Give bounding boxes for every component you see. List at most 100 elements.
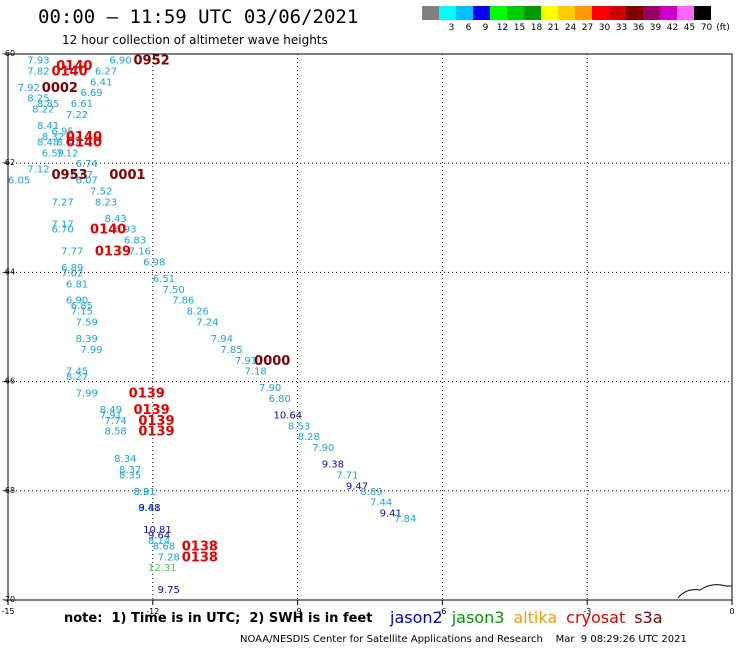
wave-height-label: 8.89 (360, 487, 382, 498)
wave-height-label: 8.22 (32, 105, 54, 116)
wave-height-label: 7.12 (56, 148, 78, 159)
legend-swatch (456, 6, 473, 20)
wave-height-label: 7.27 (51, 197, 73, 208)
wave-height-label: 6.51 (153, 274, 175, 285)
wave-height-label: 8.81 (133, 487, 155, 498)
wave-height-label: 6.67 (71, 170, 93, 181)
wave-height-label: 7.15 (71, 307, 93, 318)
legend-label: 24 (564, 23, 577, 33)
legend-swatch (473, 6, 490, 20)
wave-height-label: 8.58 (105, 427, 127, 438)
wave-height-label: 8.43 (105, 214, 127, 225)
wave-height-label: 7.99 (80, 345, 102, 356)
time-label: 0138 (182, 550, 218, 565)
lat-tick-label: -62 (2, 158, 15, 167)
wave-height-label: 7.93 (27, 55, 49, 66)
legend-swatch (575, 6, 592, 20)
wave-height-label: 8.81 (138, 503, 160, 514)
lon-tick-label: -6 (438, 607, 446, 616)
time-label: 0953 (51, 168, 87, 183)
wave-height-label: 6.41 (90, 77, 112, 88)
time-label: 0000 (254, 354, 290, 369)
lat-tick-label: -60 (2, 49, 15, 58)
mission-jason2: jason2 (390, 608, 443, 627)
wave-height-label: 8.49 (100, 405, 122, 416)
wave-height-label: 8.91 (133, 487, 155, 498)
map-frame (7, 53, 733, 601)
wave-height-label: 12.31 (148, 563, 177, 574)
legend-label: 33 (615, 23, 628, 33)
legend-swatch (541, 6, 558, 20)
wave-height-label: 6.95 (51, 126, 73, 137)
legend-swatch (490, 6, 507, 20)
time-label: 0140 (51, 64, 87, 79)
wave-height-label: 7.71 (336, 470, 358, 481)
wave-height-label: 7.99 (76, 389, 98, 400)
time-label: 0001 (109, 168, 145, 183)
mission-s3a: s3a (634, 608, 663, 627)
lon-tick-label: -3 (583, 607, 591, 616)
legend-label: 70 (700, 23, 713, 33)
legend-swatch (660, 6, 677, 20)
legend-label: 39 (649, 23, 662, 33)
legend-swatch (507, 6, 524, 20)
wave-height-label: 7.16 (129, 247, 151, 258)
wave-height-label: 8.39 (76, 334, 98, 345)
wave-height-label: 9.41 (380, 509, 402, 520)
wave-height-label: 7.77 (61, 247, 83, 258)
time-label: 0140 (90, 223, 126, 238)
legend-swatch (677, 6, 694, 20)
wave-height-label: 6.70 (51, 225, 73, 236)
wave-height-label: 7.91 (235, 356, 257, 367)
wave-height-label: 8.40 (56, 137, 78, 148)
lat-tick-label: -70 (2, 595, 15, 604)
wave-height-label: 8.27 (66, 372, 88, 383)
wave-height-label: 8.26 (187, 307, 209, 318)
wave-height-label: 7.90 (312, 443, 334, 454)
wave-height-label: 8.32 (42, 132, 64, 143)
time-label: 0139 (95, 245, 131, 260)
lon-tick-label: -15 (1, 607, 14, 616)
wave-height-label: 7.02 (61, 268, 83, 279)
wave-height-label: 7.52 (90, 187, 112, 198)
wave-height-label: 7.74 (105, 416, 127, 427)
wave-height-label: 8.14 (148, 536, 170, 547)
legend-label: 18 (530, 23, 543, 33)
wave-height-label: 6.98 (143, 257, 165, 268)
wave-height-label: 7.86 (172, 296, 194, 307)
page-title: 00:00 – 11:59 UTC 03/06/2021 (38, 6, 359, 28)
legend-label: 36 (632, 23, 645, 33)
legend-swatch (524, 6, 541, 20)
legend-label: 6 (465, 23, 472, 33)
wave-height-label: 6.69 (80, 88, 102, 99)
wave-height-label: 6.93 (114, 225, 136, 236)
footer-credit: NOAA/NESDIS Center for Satellite Applica… (240, 634, 687, 645)
wave-height-label: 7.50 (162, 285, 184, 296)
time-label: 0140 (66, 130, 102, 145)
mission-altika: altika (513, 608, 558, 627)
wave-height-label: 9.47 (346, 481, 368, 492)
wave-height-label: 6.90 (109, 55, 131, 66)
time-label: 0138 (182, 539, 218, 554)
time-label: 0952 (133, 53, 169, 68)
wave-height-label: 8.37 (119, 465, 141, 476)
wave-height-label: 7.90 (259, 383, 281, 394)
footer-note: note: 1) Time is in UTC; 2) SWH is in fe… (64, 611, 373, 626)
wave-height-label: 6.83 (124, 236, 146, 247)
legend-swatch (558, 6, 575, 20)
wave-height-label: 8.23 (95, 197, 117, 208)
wave-height-label: 7.82 (27, 66, 49, 77)
wave-height-label: 10.64 (273, 410, 302, 421)
wave-height-label: 7.22 (66, 110, 88, 121)
wave-height-label: 7.12 (27, 165, 49, 176)
wave-height-label: 6.80 (269, 394, 291, 405)
wave-height-label: 6.81 (66, 279, 88, 290)
time-label: 0140 (56, 59, 92, 74)
lon-tick-label: -9 (294, 607, 302, 616)
wave-height-label: 9.64 (148, 530, 170, 541)
legend-label: 42 (666, 23, 679, 33)
legend-swatch (439, 6, 456, 20)
mission-legend: jason2 jason3 altika cryosat s3a (390, 608, 672, 627)
wave-height-label: 6.07 (76, 176, 98, 187)
